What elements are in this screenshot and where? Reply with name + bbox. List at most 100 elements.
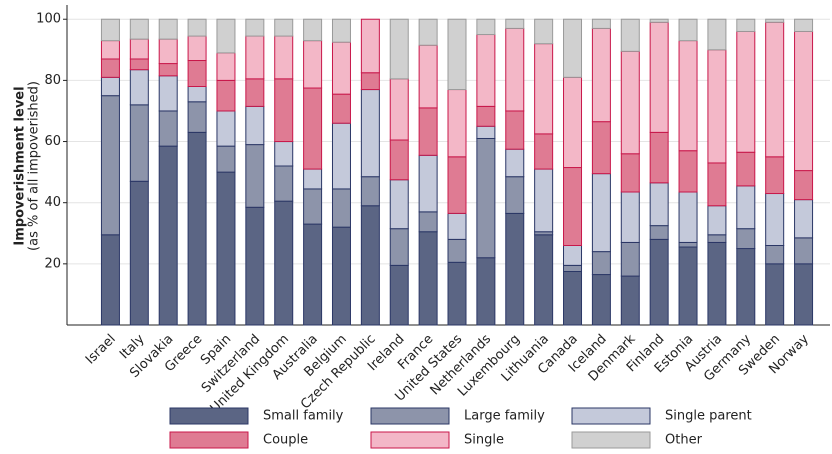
bar-segment [187,35,207,62]
bar-segment [707,241,727,326]
bar-segment [794,170,814,201]
bar-segment [418,107,438,156]
bar-segment [476,18,496,36]
bar-segment [620,153,640,193]
bar-segment [158,145,178,326]
bar-segment [736,248,756,326]
bar-segment [736,18,756,32]
bar-segment [649,18,669,23]
bar-segment [447,238,467,263]
bar-segment [563,167,583,246]
bar-segment [563,264,583,272]
bar-segment [303,40,323,89]
bar-segment [447,212,467,240]
bar-segment [303,87,323,170]
bar-segment [245,206,265,326]
bar-segment [216,18,236,54]
bar-segment [274,141,294,167]
bar-segment [360,205,380,326]
bar-segment [563,76,583,169]
bar-segment [187,86,207,103]
bar-segment [158,75,178,112]
bar-segment [736,185,756,230]
bar-segment [274,35,294,80]
bar-segment [100,234,120,326]
legend-swatch [370,407,450,425]
bar-segment [187,18,207,37]
bar-segment [216,52,236,81]
bar-segment [360,72,380,91]
legend-swatch [571,431,651,449]
bar-segment [274,78,294,143]
bar-segment [158,110,178,147]
bar-segment [360,18,380,74]
bar-segment [447,18,467,91]
bar-segment [418,18,438,46]
y-tick-label: 80 [44,73,61,88]
bar-segment [245,35,265,80]
bar-segment [649,131,669,184]
bar-segment [389,264,409,326]
bar-segment [187,131,207,326]
bar-segment [129,58,149,71]
bar-segment [678,150,698,193]
bar-segment [418,211,438,233]
bar-segment [216,79,236,112]
bar-segment [100,18,120,42]
bar-segment [794,30,814,172]
bar-segment [274,200,294,326]
bar-segment [447,89,467,158]
bar-segment [591,18,611,29]
bar-segment [678,18,698,42]
legend-label: Large family [464,409,545,424]
bar-segment [736,30,756,153]
bar-segment [678,241,698,248]
bar-segment [216,171,236,326]
bar-segment [303,223,323,326]
bar-segment [794,199,814,239]
bar-segment [303,18,323,42]
bar-segment [765,263,785,326]
bar-segment [100,40,120,60]
bar-segment [274,165,294,202]
bar-segment [678,246,698,326]
bar-segment [591,121,611,175]
bar-segment [765,21,785,158]
bar-segment [534,234,554,326]
bar-segment [707,205,727,236]
bar-segment [389,139,409,181]
bar-segment [129,69,149,106]
bar-segment [765,193,785,246]
bar-segment [418,231,438,326]
bar-segment [476,137,496,259]
bar-segment [649,182,669,227]
bar-segment [707,162,727,207]
bar-segment [158,18,178,40]
legend-swatch [169,407,249,425]
bar-segment [707,18,727,51]
bar-segment [303,188,323,225]
bar-segment [678,191,698,243]
bar-segment [447,261,467,326]
legend-label: Single [464,433,504,448]
bar-segment [505,110,525,150]
bar-segment [649,238,669,326]
bar-segment [158,63,178,77]
bar-segment [129,180,149,326]
x-tick-label: Israel [83,332,119,368]
bar-segment [129,104,149,182]
bar-segment [187,60,207,88]
bar-segment [736,228,756,250]
bar-segment [129,18,149,40]
bar-segment [418,154,438,213]
bar-segment [418,44,438,109]
bar-segment [129,38,149,60]
bar-segment [158,38,178,65]
bar-segment [505,148,525,178]
bar-segment [360,89,380,178]
bar-segment [245,144,265,208]
bar-segment [620,241,640,277]
bar-segment [707,49,727,164]
legend-label: Couple [263,433,308,448]
bar-segment [591,251,611,276]
